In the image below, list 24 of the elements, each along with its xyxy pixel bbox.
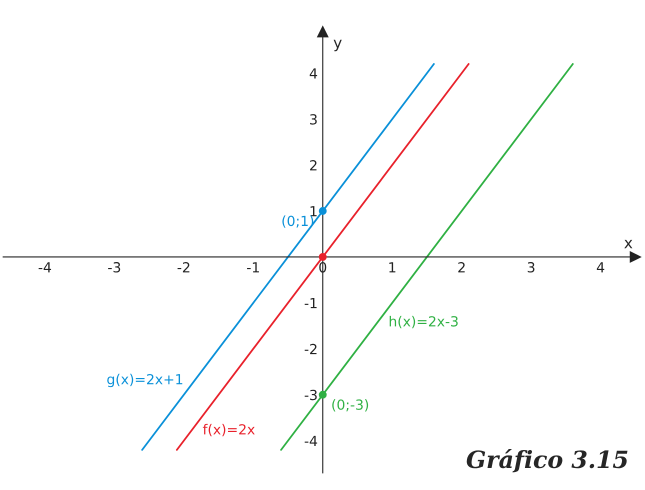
- series-label: h(x)=2x-3: [390, 316, 458, 328]
- y-tick-label: -2: [304, 344, 316, 354]
- x-tick-label: 4: [596, 262, 604, 272]
- annotation: (0;1): [282, 215, 314, 228]
- x-tick-label: -1: [247, 262, 259, 272]
- annotation: (0;-3): [332, 399, 368, 412]
- x-tick-label: -2: [178, 262, 190, 272]
- y-tick-label: 4: [310, 68, 318, 78]
- x-tick-label: 3: [528, 262, 534, 273]
- y-tick-label: 2: [310, 160, 316, 170]
- y-tick-label: -3: [304, 390, 317, 400]
- series-label: f(x)=2x: [202, 424, 255, 436]
- x-tick-label: 1: [389, 262, 396, 272]
- y-tick-label: 3: [310, 114, 317, 125]
- series-label: g(x)=2x+1: [107, 374, 182, 388]
- y-tick-label: -1: [304, 298, 317, 308]
- text: Gráfico 3.15: [466, 449, 628, 472]
- x-tick-label: 2: [458, 262, 465, 272]
- x-tick-label: -3: [108, 262, 120, 273]
- x-tick-label: -4: [38, 262, 52, 272]
- y-tick-label: 1: [310, 206, 317, 216]
- y-tick-label: -4: [304, 436, 318, 446]
- x-axis-title: x: [624, 240, 632, 248]
- y-axis-title: y: [334, 40, 342, 52]
